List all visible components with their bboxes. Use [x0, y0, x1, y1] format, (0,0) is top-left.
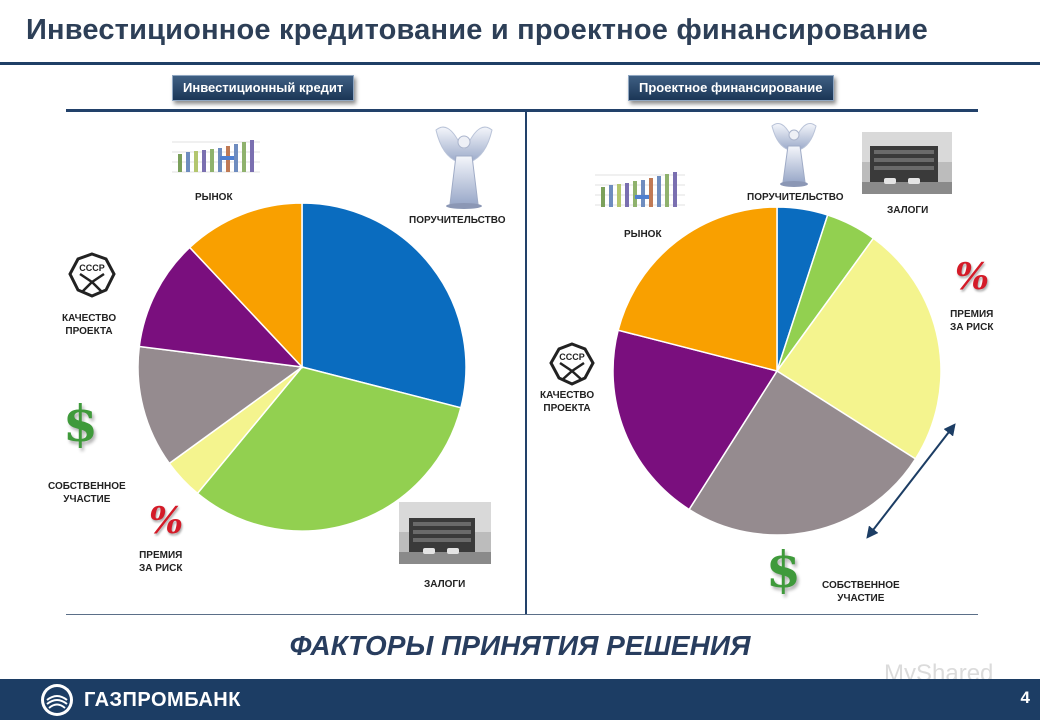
- label-premium-left-line1: ПРЕМИЯ: [139, 550, 183, 561]
- dollar-icon-right: $: [766, 540, 801, 599]
- building-photo-icon: [399, 502, 491, 564]
- pie-left-slice-green: [196, 366, 462, 532]
- dollar-icon: $: [63, 394, 98, 453]
- label-own-participation-left: СОБСТВЕННОЕ УЧАСТИЕ: [48, 480, 126, 506]
- angel-statue-icon: [435, 126, 493, 209]
- ussr-quality-mark-icon-right: СССР: [549, 342, 595, 386]
- page-title: Инвестиционное кредитование и проектное …: [26, 14, 928, 46]
- label-premium-right-line2: ЗА РИСК: [950, 322, 994, 333]
- stamp-text: СССР: [79, 263, 105, 273]
- label-guarantee-left: ПОРУЧИТЕЛЬСТВО: [409, 215, 506, 226]
- label-collateral-right: ЗАЛОГИ: [887, 205, 929, 216]
- bank-name: ГАЗПРОМБАНК: [84, 689, 241, 711]
- label-quality-left-line1: КАЧЕСТВО: [62, 313, 117, 324]
- label-own-left-line2: УЧАСТИЕ: [63, 494, 111, 505]
- page-number: 4: [1020, 688, 1030, 707]
- bank-logo-svg: [44, 687, 70, 713]
- pie-right-slice-purple: [612, 329, 779, 511]
- panel-bottom-rule: [66, 614, 978, 615]
- footer-bar: [0, 679, 1040, 720]
- percent-icon: %: [149, 500, 184, 542]
- bank-logo-icon: [41, 684, 73, 716]
- panel-divider: [525, 112, 527, 615]
- label-quality-right: КАЧЕСТВО ПРОЕКТА: [540, 389, 594, 415]
- label-guarantee-right: ПОРУЧИТЕЛЬСТВО: [747, 192, 844, 203]
- ussr-quality-mark-icon: СССР: [68, 252, 116, 298]
- label-risk-premium-left: ПРЕМИЯ ЗА РИСК: [139, 549, 182, 575]
- bar-chart-thumbnail-icon: [170, 134, 262, 178]
- label-market-right: РЫНОК: [624, 229, 662, 240]
- label-own-right-line2: УЧАСТИЕ: [837, 593, 885, 604]
- stamp-text-right: СССР: [559, 352, 585, 362]
- label-own-right-line1: СОБСТВЕННОЕ: [822, 580, 900, 591]
- label-collateral-left: ЗАЛОГИ: [424, 579, 466, 590]
- label-premium-right-line1: ПРЕМИЯ: [950, 309, 994, 320]
- decision-factors-title: ФАКТОРЫ ПРИНЯТИЯ РЕШЕНИЯ: [289, 630, 751, 661]
- building-photo-icon-right: [862, 132, 952, 194]
- pie-right: [612, 206, 942, 536]
- label-premium-left-line2: ЗА РИСК: [139, 563, 183, 574]
- label-quality-right-line1: КАЧЕСТВО: [540, 390, 595, 401]
- angel-statue-icon-right: [771, 123, 817, 187]
- title-underline: [0, 62, 1040, 65]
- pie-left-slice-purple: [138, 246, 304, 369]
- label-risk-premium-right: ПРЕМИЯ ЗА РИСК: [950, 308, 993, 334]
- label-own-left-line1: СОБСТВЕННОЕ: [48, 481, 126, 492]
- pie-left: [137, 202, 467, 532]
- label-quality-left: КАЧЕСТВО ПРОЕКТА: [62, 312, 116, 338]
- panel-top-rule: [66, 109, 978, 112]
- pie-right-slice-orange: [617, 206, 778, 372]
- pie-left-slice-orange: [188, 202, 303, 369]
- label-quality-left-line2: ПРОЕКТА: [65, 326, 113, 337]
- pie-left-slice-blue: [301, 202, 467, 409]
- label-quality-right-line2: ПРОЕКТА: [543, 403, 591, 414]
- tag-investment-credit: Инвестиционный кредит: [172, 75, 355, 101]
- label-market-left: РЫНОК: [195, 192, 233, 203]
- label-own-participation-right: СОБСТВЕННОЕ УЧАСТИЕ: [822, 579, 900, 605]
- double-arrow-icon: [866, 423, 956, 539]
- bar-chart-thumbnail-icon-right: [593, 165, 687, 213]
- percent-icon-right: %: [955, 256, 990, 298]
- pie-left-slice-gray: [137, 345, 304, 465]
- tag-project-finance: Проектное финансирование: [628, 75, 834, 101]
